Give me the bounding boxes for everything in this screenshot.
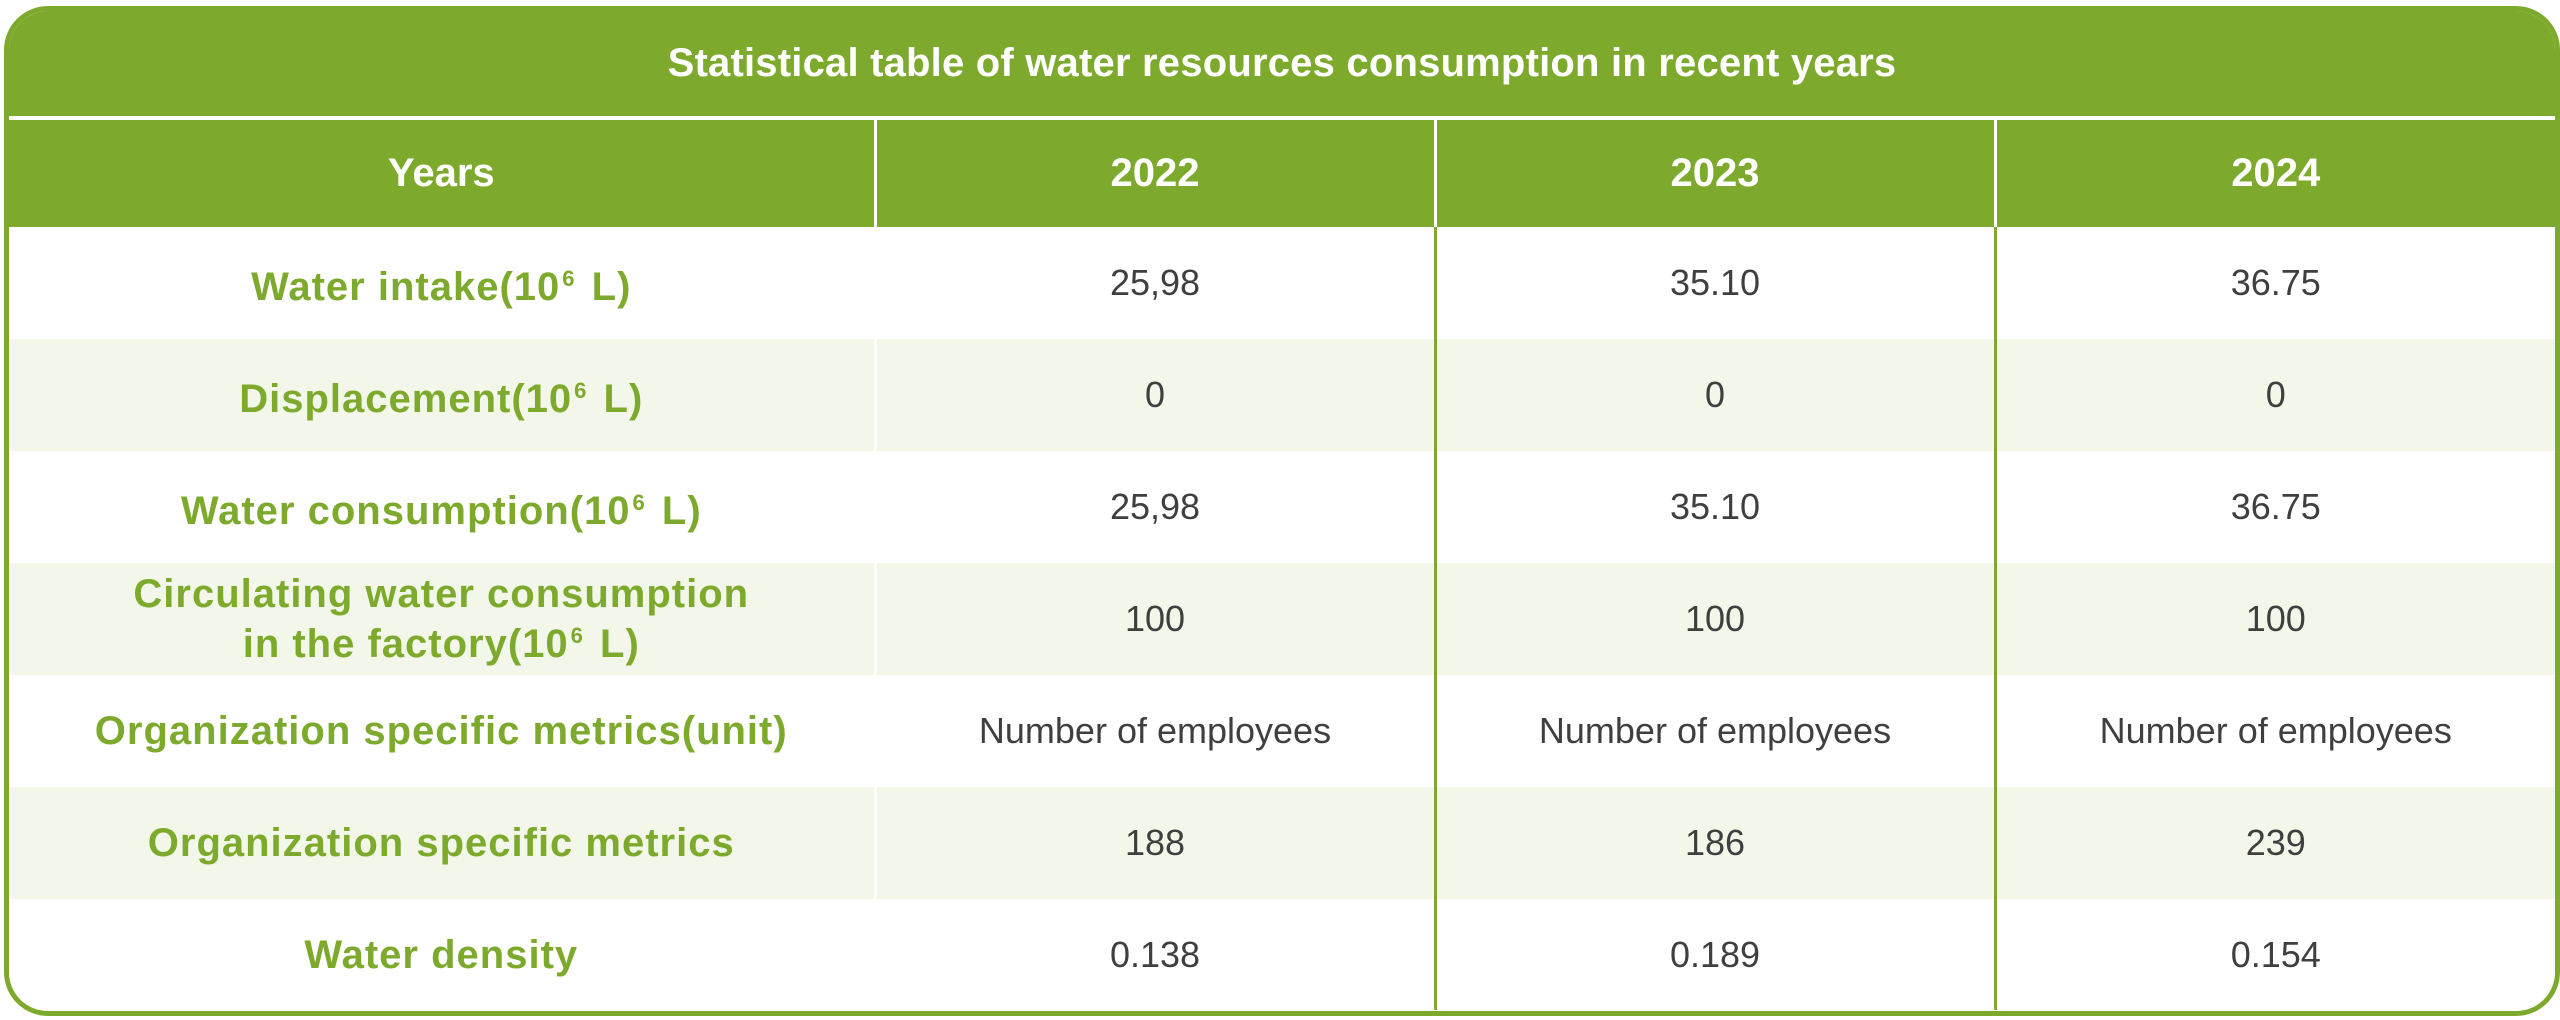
table-row: Organization specific metrics(unit) Numb… [9,675,2555,787]
table-row: Water intake(106 L) 25,98 35.10 36.75 [9,227,2555,339]
table-cell: 25,98 [873,227,1435,339]
table-cell: Number of employees [1993,675,2555,787]
label-text: Displacement(10 [239,377,573,421]
table-cell: 0 [1993,339,2555,451]
table-cell: 35.10 [1433,227,1995,339]
table-cell: Number of employees [1433,675,1995,787]
row-label-metrics: Organization specific metrics [9,787,875,899]
header-row: Years 2022 2023 2024 [9,120,2555,227]
table-cell: 0 [1433,339,1995,451]
table-cell: 35.10 [1433,451,1995,563]
table-row: Circulating water consumption in the fact… [9,563,2555,675]
row-label-water-density: Water density [9,899,875,1010]
table-cell: 100 [1993,563,2555,675]
label-text: L) [579,265,632,309]
title-divider [9,116,2555,120]
table-row: Water density 0.138 0.189 0.154 [9,899,2555,1010]
table-cell: 36.75 [1993,227,2555,339]
table-cell: 100 [873,563,1435,675]
header-year: 2024 [1993,120,2555,227]
label-text: L) [591,377,644,421]
table-row: Organization specific metrics 188 186 23… [9,787,2555,899]
table-cell: 36.75 [1993,451,2555,563]
table-cell: 100 [1433,563,1995,675]
header-year: 2022 [873,120,1435,227]
table-cell: 25,98 [873,451,1435,563]
table-cell: 188 [873,787,1435,899]
unit-exponent: 6 [574,378,588,403]
table-cell: 0 [873,339,1435,451]
table-row: Water consumption(106 L) 25,98 35.10 36.… [9,451,2555,563]
row-label-circulating-water: Circulating water consumption in the fact… [9,563,875,675]
label-text: L) [649,489,702,533]
unit-exponent: 6 [570,623,584,648]
table-cell: 186 [1433,787,1995,899]
header-years-label: Years [9,120,875,227]
row-label-water-intake: Water intake(106 L) [9,227,875,339]
water-consumption-table: Years 2022 2023 2024 Water intake(106 L)… [9,120,2555,1010]
unit-exponent: 6 [562,266,576,291]
label-text: Water intake(10 [251,265,561,309]
table-cell: Number of employees [873,675,1435,787]
row-label-water-consumption: Water consumption(106 L) [9,451,875,563]
unit-exponent: 6 [632,490,646,515]
label-text: Water consumption(10 [180,489,631,533]
row-label-displacement: Displacement(106 L) [9,339,875,451]
label-text: Circulating water consumption [133,572,750,616]
table-title: Statistical table of water resources con… [9,11,2555,116]
table-cell: 0.138 [873,899,1435,1010]
label-text: in the factory(10 [242,622,569,666]
table-cell: 239 [1993,787,2555,899]
water-table-frame: Statistical table of water resources con… [4,6,2560,1016]
header-year: 2023 [1433,120,1995,227]
label-text: L) [587,622,640,666]
table-cell: 0.154 [1993,899,2555,1010]
table-row: Displacement(106 L) 0 0 0 [9,339,2555,451]
row-label-metrics-unit: Organization specific metrics(unit) [9,675,875,787]
table-cell: 0.189 [1433,899,1995,1010]
